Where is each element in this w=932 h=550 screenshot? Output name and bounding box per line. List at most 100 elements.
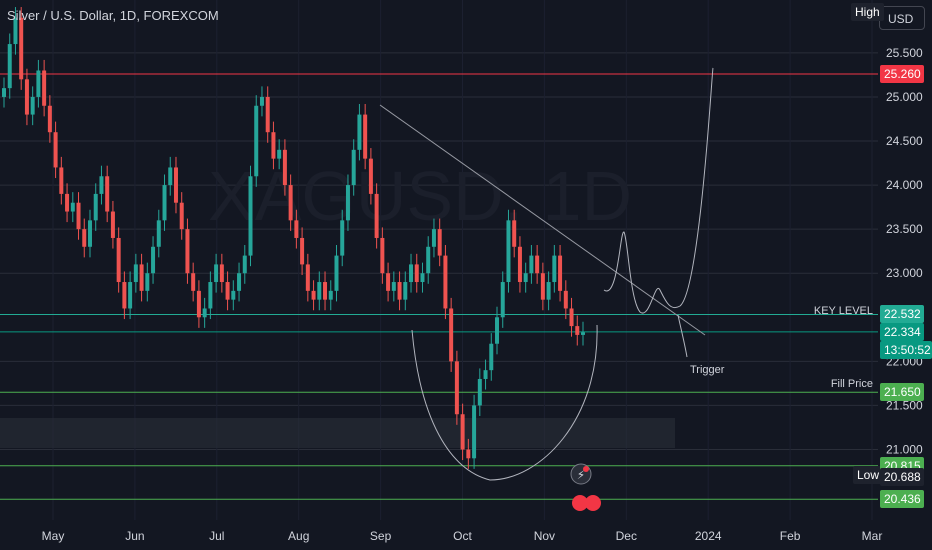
symbol-title[interactable]: Silver / U.S. Dollar, 1D, FOREXCOM <box>7 8 219 23</box>
candle-body <box>122 282 127 309</box>
candle-body <box>449 308 454 362</box>
candle-body <box>59 167 64 194</box>
candle-body <box>42 70 47 106</box>
x-tick-label: Aug <box>288 529 309 543</box>
candle-body <box>443 255 448 309</box>
candle-body <box>294 220 299 238</box>
candle-body <box>495 317 500 344</box>
candle-body <box>259 96 264 106</box>
candle-body <box>391 282 396 291</box>
candle-body <box>386 273 391 291</box>
candle-body <box>128 282 133 309</box>
candle-body <box>483 370 488 379</box>
price-tag: 21.650 <box>880 383 924 402</box>
y-axis[interactable]: 25.50025.00024.50024.00023.50023.00022.0… <box>886 46 923 457</box>
candle-body <box>403 282 408 300</box>
candle-body <box>151 246 156 274</box>
candle-body <box>454 361 459 415</box>
candle-body <box>420 273 425 283</box>
candle-body <box>162 185 167 221</box>
y-tick-label: 21.000 <box>886 442 923 456</box>
candle-body <box>300 237 305 265</box>
x-tick-label: Mar <box>862 529 883 543</box>
y-tick-label: 24.500 <box>886 134 923 148</box>
candle-body <box>558 255 563 291</box>
candle-body <box>231 290 236 300</box>
candle-body <box>506 220 511 283</box>
projection-path <box>603 67 714 314</box>
candle-body <box>248 176 253 256</box>
candle-body <box>139 264 144 291</box>
zone-box <box>0 418 675 448</box>
candle-body <box>517 246 522 283</box>
x-tick-label: Jun <box>125 529 144 543</box>
candle-body <box>437 229 442 256</box>
candle-body <box>277 149 282 159</box>
cup-curve <box>411 324 598 481</box>
candle-body <box>282 149 287 186</box>
y-tick-label: 25.500 <box>886 46 923 60</box>
y-tick-label: 21.500 <box>886 398 923 412</box>
candle-body <box>569 308 574 327</box>
candle-body <box>53 132 58 168</box>
candle-body <box>173 167 178 203</box>
candle-body <box>36 70 41 97</box>
candle-body <box>242 255 247 274</box>
candle-body <box>512 220 517 247</box>
candle-body <box>265 96 270 133</box>
candle-body <box>19 17 24 80</box>
candle-body <box>288 185 293 221</box>
x-tick-label: Dec <box>616 529 637 543</box>
candle-body <box>334 255 339 291</box>
candle-body <box>30 96 35 115</box>
x-axis[interactable]: May Jun Jul Aug Sep Oct Nov Dec 2024 Feb Mar <box>42 529 883 543</box>
low-marker: Low <box>853 466 884 484</box>
candle-body <box>13 17 18 45</box>
candle-body <box>500 282 505 318</box>
candle-body <box>575 326 580 335</box>
watermark: XAGUSD, 1D <box>208 157 632 235</box>
candle-body <box>168 167 173 186</box>
high-marker: High <box>851 3 884 21</box>
candle-body <box>380 237 385 274</box>
candle-body <box>414 264 419 283</box>
candle-body <box>529 255 534 274</box>
y-tick-label: 25.000 <box>886 90 923 104</box>
alert-dot-icon <box>583 466 589 472</box>
price-tag: 22.334 <box>880 322 924 341</box>
candle-body <box>70 202 75 212</box>
trendline <box>379 104 706 336</box>
candle-body <box>156 220 161 247</box>
candle-body <box>409 264 414 283</box>
candle-body <box>202 308 207 318</box>
candle-body <box>185 229 190 274</box>
candle-body <box>357 114 362 150</box>
candle-body <box>477 378 482 406</box>
candle-body <box>552 255 557 283</box>
x-tick-label: Nov <box>534 529 555 543</box>
x-tick-label: Oct <box>453 529 472 543</box>
candle-body <box>431 229 436 247</box>
candle-body <box>397 282 402 300</box>
price-tag: 20.688 <box>880 467 924 486</box>
candle-body <box>328 290 333 300</box>
candle-body <box>7 44 12 89</box>
candle-body <box>237 273 242 291</box>
candle-body <box>460 414 465 450</box>
flag-event-icon-2[interactable] <box>585 495 601 511</box>
candle-body <box>47 105 52 133</box>
candle-body <box>219 264 224 283</box>
x-tick-label: 2024 <box>695 529 722 543</box>
candle-body <box>317 282 322 300</box>
candle-body <box>65 193 70 212</box>
x-tick-label: May <box>42 529 65 543</box>
candle-body <box>351 149 356 186</box>
candle-body <box>191 273 196 291</box>
currency-selector[interactable]: USD <box>879 6 925 30</box>
flag-event-icon[interactable] <box>572 495 588 511</box>
candle-body <box>472 405 477 459</box>
lightning-icon: ⚡ <box>577 468 585 482</box>
candle-body <box>196 290 201 318</box>
